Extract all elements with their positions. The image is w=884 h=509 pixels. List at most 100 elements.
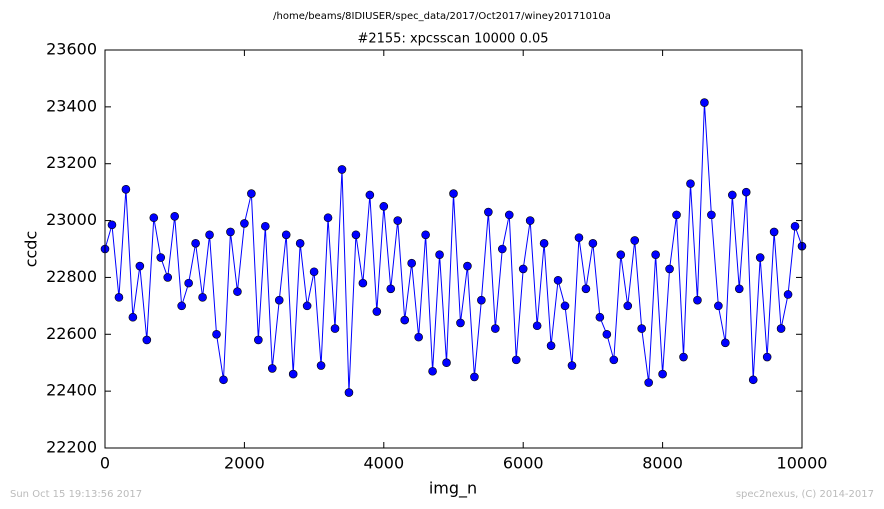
- x-tick-label: 8000: [642, 454, 683, 473]
- data-point: [149, 213, 159, 223]
- data-point: [274, 295, 284, 305]
- data-point: [693, 295, 702, 305]
- x-tick-label: 10000: [777, 454, 828, 473]
- y-tick-label: 22200: [46, 438, 97, 457]
- data-point: [721, 338, 730, 348]
- data-point: [386, 284, 396, 294]
- data-point: [267, 364, 277, 373]
- data-point: [358, 278, 368, 288]
- data-point: [623, 301, 633, 311]
- data-point: [323, 213, 333, 223]
- data-point: [588, 239, 598, 248]
- data-point: [637, 324, 646, 333]
- data-point: [449, 189, 458, 198]
- data-point: [316, 361, 326, 370]
- data-point: [309, 267, 319, 277]
- y-tick-label: 22400: [46, 381, 97, 400]
- data-point: [658, 369, 667, 379]
- y-tick-label: 23600: [46, 40, 97, 59]
- data-point: [504, 210, 514, 220]
- data-point: [700, 98, 709, 107]
- data-point: [616, 250, 626, 259]
- data-point: [198, 293, 207, 302]
- data-point: [400, 315, 410, 325]
- x-tick-label: 6000: [503, 454, 544, 473]
- data-point: [595, 312, 605, 322]
- data-point: [497, 244, 507, 254]
- data-point: [741, 187, 751, 197]
- data-point: [281, 230, 291, 240]
- data-point: [212, 329, 221, 339]
- suptitle: /home/beams/8IDIUSER/spec_data/2017/Oct2…: [273, 11, 611, 22]
- data-point: [254, 335, 263, 345]
- data-point: [177, 301, 186, 311]
- data-point: [783, 290, 793, 299]
- data-point: [288, 369, 298, 379]
- data-point: [665, 264, 674, 274]
- y-tick-label: 23400: [46, 96, 97, 115]
- data-point: [560, 301, 570, 311]
- data-point: [734, 284, 744, 294]
- data-point: [170, 212, 179, 221]
- data-point: [532, 321, 542, 331]
- data-point: [135, 261, 145, 271]
- data-point: [456, 318, 465, 328]
- data-point: [240, 219, 249, 228]
- data-point: [518, 264, 528, 274]
- y-tick-label: 23200: [46, 153, 97, 172]
- data-point: [630, 236, 640, 245]
- data-point: [428, 366, 437, 376]
- data-point: [379, 202, 389, 211]
- x-axis-label: img_n: [429, 479, 477, 499]
- data-point: [539, 239, 549, 248]
- data-point: [337, 165, 347, 174]
- data-point: [491, 324, 500, 333]
- data-point: [672, 210, 681, 220]
- data-point: [365, 190, 375, 200]
- data-point: [477, 295, 486, 305]
- data-point: [219, 375, 228, 385]
- data-point: [714, 301, 723, 311]
- x-tick-label: 4000: [363, 454, 404, 473]
- data-point: [769, 227, 779, 237]
- data-point: [344, 388, 354, 397]
- footer-left: Sun Oct 15 19:13:56 2017: [10, 489, 142, 500]
- data-point: [184, 278, 193, 288]
- data-point: [393, 216, 403, 225]
- x-tick-label: 2000: [224, 454, 265, 473]
- data-point: [114, 293, 124, 302]
- data-point: [226, 227, 235, 237]
- plot-frame: [104, 49, 803, 449]
- data-point: [574, 233, 584, 242]
- data-point: [546, 341, 556, 350]
- data-point: [351, 230, 361, 240]
- data-point: [679, 352, 688, 362]
- y-tick-label: 22600: [46, 324, 97, 343]
- data-point: [651, 250, 660, 259]
- data-point: [407, 258, 416, 268]
- data-point: [567, 361, 577, 370]
- data-point: [121, 185, 131, 194]
- data-point: [156, 253, 166, 262]
- data-point: [748, 375, 758, 385]
- x-tick-label: 0: [100, 454, 110, 473]
- data-point: [414, 332, 423, 342]
- footer-right: spec2nexus, (C) 2014-2017: [736, 489, 874, 500]
- data-point: [553, 275, 563, 285]
- data-point: [421, 230, 430, 240]
- data-point: [727, 190, 737, 200]
- data-point: [755, 253, 765, 262]
- data-point: [790, 221, 800, 231]
- y-tick-label: 23000: [46, 210, 97, 229]
- data-point: [372, 307, 382, 316]
- data-point: [191, 239, 200, 248]
- data-point: [442, 358, 451, 368]
- data-point: [602, 329, 612, 339]
- data-point: [686, 179, 695, 188]
- data-point: [247, 189, 256, 198]
- data-point: [762, 352, 772, 362]
- data-point: [233, 287, 242, 296]
- data-point: [581, 284, 591, 294]
- data-point: [302, 301, 312, 311]
